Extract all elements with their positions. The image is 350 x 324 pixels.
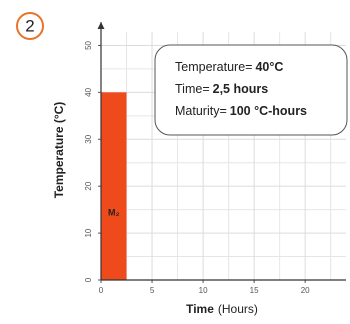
y-tick-label: 40: [84, 87, 93, 96]
annotation-label: Time=: [175, 82, 210, 96]
y-tick-label: 0: [84, 277, 93, 282]
annotation-value: 2,5 hours: [213, 82, 269, 96]
x-axis-label-bold: Time: [186, 302, 214, 316]
x-tick-label: 20: [301, 286, 310, 295]
x-tick-label: 15: [250, 286, 259, 295]
bar-label: M₂: [108, 208, 120, 218]
panel-label: 2: [25, 16, 34, 35]
y-tick-label: 10: [84, 228, 93, 237]
annotation-value: 40°C: [255, 60, 283, 74]
x-tick-label: 5: [150, 286, 155, 295]
y-axis-arrow: [97, 22, 105, 29]
bar: [101, 92, 127, 280]
y-axis-label: Temperature (°C): [52, 102, 66, 199]
panel-circle: [16, 12, 44, 40]
y-tick-label: 30: [84, 134, 93, 143]
annotation-label: Temperature=: [175, 60, 252, 74]
x-axis-label-unit: (Hours): [218, 302, 258, 316]
y-tick-label: 20: [84, 181, 93, 190]
annotation-value: 100 °C-hours: [230, 104, 307, 118]
x-tick-label: 10: [199, 286, 208, 295]
x-tick-label: 0: [99, 286, 104, 295]
annotation-line: Temperature= 40°C: [175, 60, 283, 74]
x-axis-label: Time (Hours): [186, 302, 258, 316]
annotation-box: [154, 44, 348, 136]
annotation-label: Maturity=: [175, 104, 227, 118]
annotation-line: Time= 2,5 hours: [175, 82, 268, 96]
y-tick-label: 50: [84, 40, 93, 49]
annotation-line: Maturity= 100 °C-hours: [175, 104, 307, 118]
